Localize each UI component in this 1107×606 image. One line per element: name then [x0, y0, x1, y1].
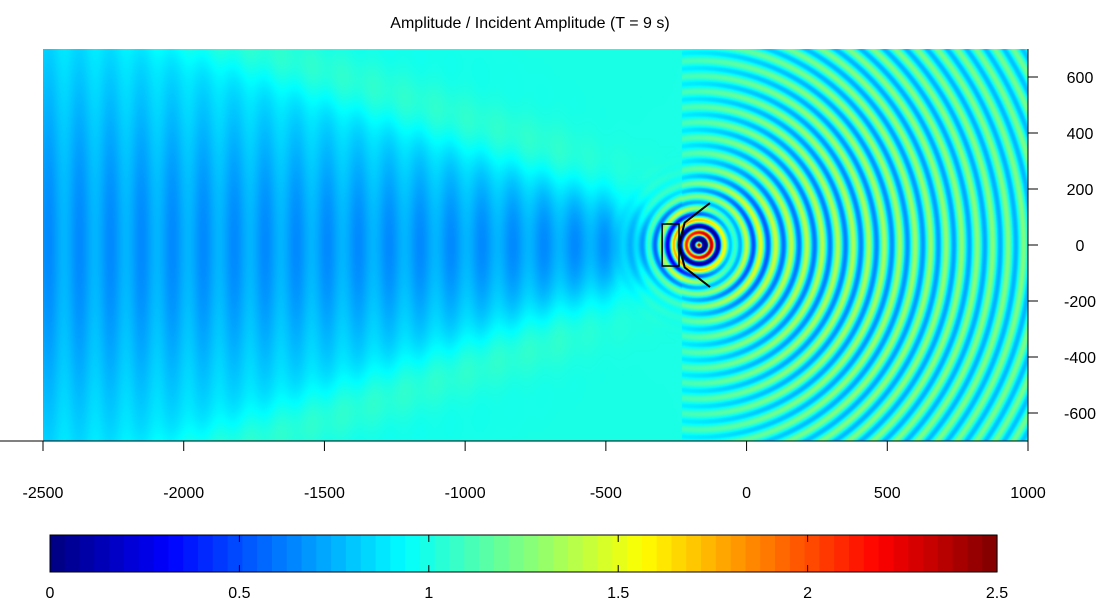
- colorbar-tick-label: 0.5: [228, 585, 250, 602]
- colorbar-swatch: [375, 535, 391, 572]
- colorbar-swatch: [967, 535, 983, 572]
- colorbar-tick-label: 1: [424, 585, 433, 602]
- colorbar-swatch: [982, 535, 998, 572]
- colorbar-swatch: [923, 535, 939, 572]
- colorbar-swatch: [242, 535, 258, 572]
- colorbar-swatch: [597, 535, 613, 572]
- x-tick-label: 1000: [1010, 485, 1046, 502]
- colorbar-swatch: [612, 535, 628, 572]
- structures: [661, 202, 711, 288]
- y-tick-label: 400: [1067, 126, 1094, 143]
- colorbar-ticks: 0 0.5 1 1.5 2 2.5: [46, 535, 1008, 602]
- colorbar-swatch: [197, 535, 214, 572]
- colorbar-swatch: [538, 535, 554, 572]
- y-tick-label: -600: [1064, 406, 1096, 423]
- colorbar-swatch: [419, 535, 436, 572]
- colorbar-tick-label: 2: [803, 585, 812, 602]
- colorbar-swatch: [567, 535, 584, 572]
- colorbar-swatch: [479, 535, 495, 572]
- colorbar-swatch: [79, 535, 95, 572]
- y-tick-label: 600: [1067, 70, 1094, 87]
- plot-area: [43, 49, 1028, 441]
- colorbar-swatch: [508, 535, 525, 572]
- colorbar-swatch: [641, 535, 658, 572]
- colorbar-swatch: [227, 535, 243, 572]
- x-ticks: -2500 -2000 -1500 -1000 -500 0 500 1000: [23, 441, 1046, 502]
- colorbar-tick-label: 1.5: [607, 585, 629, 602]
- colorbar-swatch: [553, 535, 569, 572]
- colorbar-swatch: [686, 535, 702, 572]
- colorbar-tick-label: 0: [46, 585, 55, 602]
- x-tick-label: 0: [742, 485, 751, 502]
- colorbar-swatch: [893, 535, 909, 572]
- colorbar-swatch: [316, 535, 332, 572]
- colorbar-swatch: [286, 535, 303, 572]
- colorbar-swatch: [257, 535, 273, 572]
- colorbar-swatch: [730, 535, 747, 572]
- colorbar-swatch: [745, 535, 761, 572]
- colorbar-swatch: [212, 535, 229, 572]
- colorbar-swatch: [701, 535, 717, 572]
- colorbar-swatch: [64, 535, 81, 572]
- colorbar-swatch: [123, 535, 140, 572]
- colorbar-swatch: [183, 535, 199, 572]
- reflector-arc: [677, 202, 711, 288]
- colorbar-swatch: [331, 535, 347, 572]
- colorbar-swatch: [760, 535, 776, 572]
- colorbar-swatch: [360, 535, 377, 572]
- colorbar-swatch: [878, 535, 895, 572]
- y-ticks: 600 400 200 0 -200 -400 -600: [1028, 70, 1096, 423]
- colorbar-swatch: [523, 535, 539, 572]
- colorbar-swatch: [153, 535, 169, 572]
- colorbar-swatch: [168, 535, 184, 572]
- colorbar-swatch: [789, 535, 806, 572]
- axes: [0, 49, 1029, 444]
- heatmap-canvas: [43, 49, 1028, 441]
- colorbar-swatch: [390, 535, 406, 572]
- colorbar-swatch: [271, 535, 288, 572]
- colorbar-swatch: [109, 535, 125, 572]
- colorbar-swatch: [671, 535, 687, 572]
- y-tick-label: -200: [1064, 294, 1096, 311]
- colorbar-swatch: [138, 535, 155, 572]
- y-tick-label: -400: [1064, 350, 1096, 367]
- colorbar-swatch: [819, 535, 835, 572]
- x-tick-label: -500: [590, 485, 622, 502]
- x-tick-label: -2000: [163, 485, 204, 502]
- colorbar-swatch: [715, 535, 732, 572]
- colorbar-swatch: [908, 535, 924, 572]
- colorbar-swatch: [449, 535, 465, 572]
- colorbar-swatch: [405, 535, 421, 572]
- colorbar-swatches: [50, 535, 998, 572]
- colorbar-swatch: [434, 535, 451, 572]
- colorbar-swatch: [849, 535, 865, 572]
- x-tick-label: 500: [874, 485, 901, 502]
- colorbar-swatch: [582, 535, 599, 572]
- colorbar-swatch: [775, 535, 791, 572]
- colorbar-swatch: [937, 535, 954, 572]
- colorbar-swatch: [656, 535, 673, 572]
- colorbar: 0 0.5 1 1.5 2 2.5: [46, 534, 1008, 602]
- colorbar-swatch: [627, 535, 643, 572]
- colorbar-swatch: [301, 535, 317, 572]
- colorbar-swatch: [493, 535, 510, 572]
- colorbar-swatch: [345, 535, 362, 572]
- colorbar-swatch: [464, 535, 480, 572]
- colorbar-swatch: [804, 535, 821, 572]
- x-tick-label: -1500: [304, 485, 345, 502]
- colorbar-swatch: [50, 535, 66, 572]
- chart-title: Amplitude / Incident Amplitude (T = 9 s): [390, 15, 669, 32]
- colorbar-tick-label: 2.5: [986, 585, 1008, 602]
- x-tick-label: -1000: [445, 485, 486, 502]
- colorbar-swatch: [834, 535, 850, 572]
- x-tick-label: -2500: [23, 485, 64, 502]
- colorbar-swatch: [863, 535, 880, 572]
- y-tick-label: 0: [1076, 238, 1085, 255]
- y-tick-label: 200: [1067, 182, 1094, 199]
- colorbar-swatch: [94, 535, 110, 572]
- colorbar-frame: [49, 534, 998, 573]
- colorbar-swatch: [952, 535, 969, 572]
